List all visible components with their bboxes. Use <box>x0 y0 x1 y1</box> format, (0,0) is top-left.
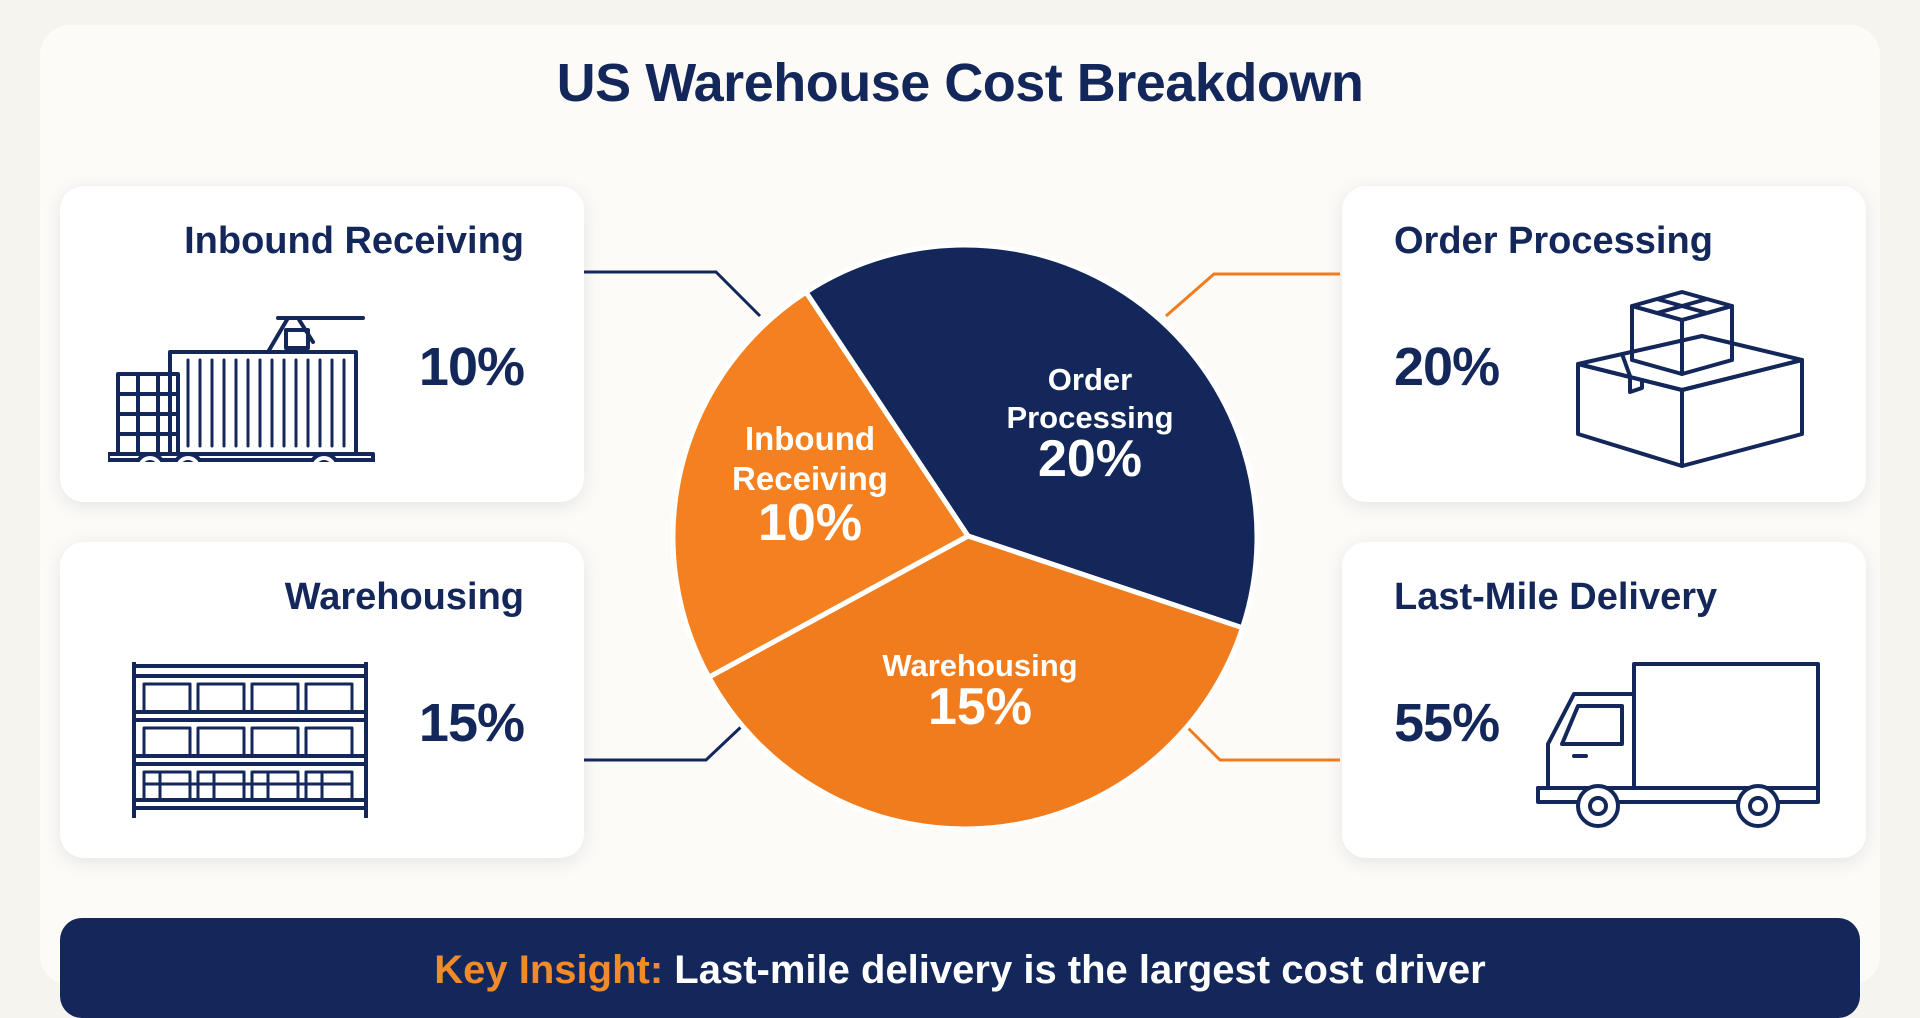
card-title: Last-Mile Delivery <box>1394 576 1718 618</box>
card-title: Inbound Receiving <box>184 220 524 262</box>
card-last-mile-delivery: Last-Mile Delivery 55% <box>1342 542 1866 858</box>
card-warehousing: Warehousing 15% <box>60 542 584 858</box>
slice-label: Warehousing <box>882 648 1077 683</box>
key-insight-banner: Key Insight: Last-mile delivery is the l… <box>60 918 1860 1018</box>
slice-label: Inbound <box>745 420 875 457</box>
slice-label: Order <box>1048 362 1132 397</box>
card-title: Order Processing <box>1394 220 1713 262</box>
key-insight-message: Last-mile delivery is the largest cost d… <box>663 948 1486 992</box>
slice-value-label: 15% <box>928 678 1032 736</box>
card-percentage: 15% <box>418 693 525 753</box>
card-order-processing: Order Processing 20% <box>1342 186 1866 502</box>
slice-label: Receiving <box>732 460 888 497</box>
connector-inbound <box>584 270 762 318</box>
card-percentage: 20% <box>1394 337 1500 397</box>
page-title: US Warehouse Cost Breakdown <box>556 53 1364 113</box>
card-percentage: 55% <box>1394 693 1500 753</box>
delivery-truck-icon <box>1536 662 1820 828</box>
pie-slice-warehousing <box>670 289 971 680</box>
card-title: Warehousing <box>284 576 524 618</box>
key-insight-text: Key Insight: Last-mile delivery is the l… <box>60 948 1860 993</box>
card-percentage: 10% <box>418 337 525 397</box>
card-inbound-receiving: Inbound Receiving 10% <box>60 186 584 502</box>
warehouse-shelving-icon <box>132 662 368 818</box>
stacked-boxes-icon <box>1576 290 1804 468</box>
pie-slice-order-processing <box>706 533 1246 832</box>
shipping-container-truck-icon <box>108 316 375 462</box>
connector-warehousing <box>584 724 744 762</box>
slice-value-label: 20% <box>1038 430 1142 488</box>
connector-order-processing <box>1165 272 1340 318</box>
key-insight-label: Key Insight: <box>434 948 664 992</box>
pie-slice-inbound-receiving <box>803 242 1260 631</box>
slice-value-label: 10% <box>758 494 862 552</box>
slice-label: Processing <box>1006 400 1173 435</box>
connector-last-mile <box>1184 724 1340 762</box>
